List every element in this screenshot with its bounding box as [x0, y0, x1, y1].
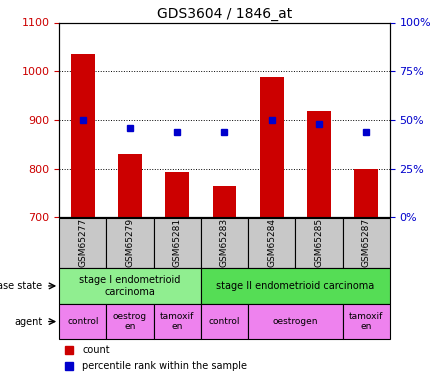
Text: control: control: [67, 317, 99, 326]
Bar: [354, 169, 378, 217]
Text: tamoxif
en: tamoxif en: [349, 312, 383, 331]
Bar: [201, 304, 248, 339]
Text: count: count: [82, 345, 110, 355]
Text: GSM65283: GSM65283: [220, 218, 229, 267]
Text: stage I endometrioid
carcinoma: stage I endometrioid carcinoma: [79, 275, 181, 297]
Bar: [59, 268, 201, 304]
Bar: [295, 217, 343, 268]
Text: GSM65284: GSM65284: [267, 218, 276, 267]
Text: disease state: disease state: [0, 281, 42, 291]
Bar: [307, 111, 331, 218]
Text: oestrog
en: oestrog en: [113, 312, 147, 331]
Text: GSM65281: GSM65281: [173, 218, 182, 267]
Bar: [343, 304, 390, 339]
Text: agent: agent: [14, 316, 42, 327]
Bar: [106, 217, 154, 268]
Bar: [201, 217, 248, 268]
Bar: [118, 154, 142, 218]
Bar: [248, 304, 343, 339]
Text: GSM65277: GSM65277: [78, 218, 87, 267]
Text: stage II endometrioid carcinoma: stage II endometrioid carcinoma: [216, 281, 374, 291]
Bar: [201, 268, 390, 304]
Bar: [106, 304, 154, 339]
Text: percentile rank within the sample: percentile rank within the sample: [82, 361, 247, 371]
Bar: [166, 172, 189, 217]
Text: GSM65285: GSM65285: [314, 218, 323, 267]
Text: control: control: [209, 317, 240, 326]
Bar: [154, 217, 201, 268]
Bar: [248, 217, 295, 268]
Bar: [260, 77, 283, 218]
Bar: [59, 304, 106, 339]
Bar: [213, 186, 236, 218]
Title: GDS3604 / 1846_at: GDS3604 / 1846_at: [157, 8, 292, 21]
Bar: [154, 304, 201, 339]
Text: GSM65287: GSM65287: [362, 218, 371, 267]
Bar: [59, 217, 106, 268]
Text: tamoxif
en: tamoxif en: [160, 312, 194, 331]
Bar: [71, 54, 95, 217]
Bar: [343, 217, 390, 268]
Text: oestrogen: oestrogen: [272, 317, 318, 326]
Text: GSM65279: GSM65279: [126, 218, 134, 267]
